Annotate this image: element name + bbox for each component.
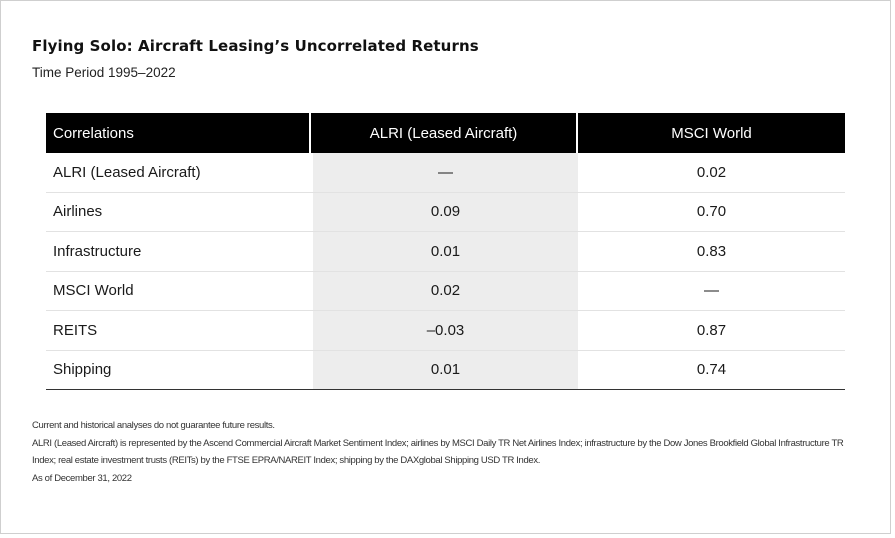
alri-value: 0.01 <box>313 350 578 389</box>
header-correlations: Correlations <box>46 113 311 153</box>
table-row: Shipping 0.01 0.74 <box>46 350 845 390</box>
table-row: Airlines 0.09 0.70 <box>46 192 845 232</box>
alri-value: 0.02 <box>313 271 578 310</box>
msci-value: — <box>704 282 719 300</box>
row-label: Airlines <box>53 203 103 221</box>
chart-subtitle: Time Period 1995–2022 <box>32 65 176 80</box>
table-row: MSCI World 0.02 — <box>46 271 845 311</box>
row-label: REITS <box>53 321 98 339</box>
alri-value: 0.09 <box>313 192 578 231</box>
row-label: MSCI World <box>53 282 134 300</box>
alri-value: 0.01 <box>313 232 578 271</box>
correlation-table: Correlations ALRI (Leased Aircraft) MSCI… <box>46 113 845 390</box>
header-alri: ALRI (Leased Aircraft) <box>311 113 578 153</box>
footnote-date: As of December 31, 2022 <box>32 472 132 484</box>
table-header: Correlations ALRI (Leased Aircraft) MSCI… <box>46 113 845 153</box>
footnotes: Current and historical analyses do not g… <box>32 417 852 487</box>
alri-value: –0.03 <box>313 311 578 350</box>
msci-value: 0.02 <box>696 163 727 181</box>
table-row: REITS –0.03 0.87 <box>46 311 845 351</box>
msci-value: 0.70 <box>696 203 727 221</box>
msci-value: 0.87 <box>696 321 727 339</box>
footnote-index-sources: ALRI (Leased Aircraft) is represented by… <box>32 437 844 467</box>
row-label: ALRI (Leased Aircraft) <box>53 163 201 181</box>
table-row: ALRI (Leased Aircraft) — 0.02 <box>46 153 845 193</box>
alri-value: — <box>313 153 578 192</box>
msci-value: 0.83 <box>696 242 727 260</box>
table-row: Infrastructure 0.01 0.83 <box>46 232 845 272</box>
row-label: Shipping <box>53 361 112 379</box>
msci-value: 0.74 <box>696 361 727 379</box>
header-msci-world: MSCI World <box>671 124 752 142</box>
chart-title: Flying Solo: Aircraft Leasing’s Uncorrel… <box>32 37 479 55</box>
row-label: Infrastructure <box>53 242 142 260</box>
footnote-disclaimer: Current and historical analyses do not g… <box>32 420 275 431</box>
